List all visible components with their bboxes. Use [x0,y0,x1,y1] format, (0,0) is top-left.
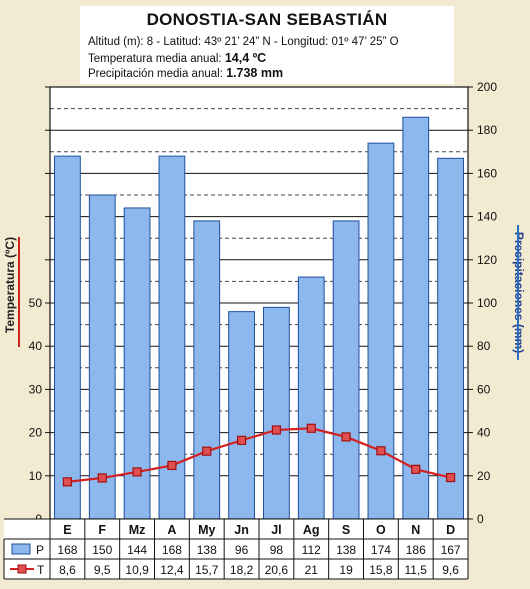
temperature-value: 15,8 [369,563,393,577]
precipitation-value: 167 [441,543,461,557]
temperature-point-Ag [306,423,316,433]
right-tick-label: 0 [477,512,484,526]
temperature-value: 19 [339,563,353,577]
data-table [4,519,468,579]
left-tick-label: 30 [29,382,43,396]
precipitation-value: 98 [270,543,284,557]
precipitation-value: 150 [92,543,112,557]
legend-marker-temperature [17,564,27,574]
bar-D [437,157,464,520]
precipitation-value: 168 [57,543,77,557]
chart-title: DONOSTIA-SAN SEBASTIÁN [146,10,388,29]
temperature-point-Jl [271,425,282,435]
bar-O [367,142,395,520]
annual-temperature: Temperatura media anual: 14,4 ºC [88,51,266,65]
temperature-point-D [445,472,456,483]
temperature-value: 9,6 [442,563,459,577]
legend-label-precipitation: P [36,543,44,557]
precipitation-value: 144 [127,543,147,557]
left-axis-label-underline [18,237,20,347]
legend-swatch-precipitation [11,543,31,555]
temperature-value: 9,5 [94,563,111,577]
month-label-S: S [342,523,350,537]
right-tick-label: 160 [477,166,497,180]
temperature-value: 15,7 [195,563,219,577]
bar-A [158,155,186,520]
right-tick-label: 60 [477,382,491,396]
bar-E [54,155,81,520]
precipitation-value: 168 [162,543,182,557]
header-box: DONOSTIA-SAN SEBASTIÁN Altitud (m): 8 - … [80,6,454,84]
temperature-point-F [97,473,107,483]
temperature-value: 10,9 [125,563,149,577]
temperature-value: 12,4 [160,563,184,577]
right-axis-label-underline [517,225,519,360]
temperature-value: 8,6 [59,563,76,577]
month-label-Jl: Jl [271,523,281,537]
temperature-value: 11,5 [405,563,428,577]
month-label-E: E [63,523,71,537]
right-tick-label: 80 [477,339,491,353]
temperature-point-O [376,446,386,456]
month-label-A: A [167,523,176,537]
temperature-point-A [167,460,177,471]
precipitation-value: 112 [302,543,321,557]
temperature-line [67,427,451,483]
annual-temperature-label: Temperatura media anual: [88,53,225,65]
bar-Jl [263,306,290,520]
right-tick-label: 140 [477,210,497,224]
month-label-Ag: Ag [303,523,320,537]
precipitation-value: 96 [235,543,249,557]
right-tick-label: 180 [477,123,497,137]
legend-label-temperature: T [37,563,45,577]
temperature-point-E [62,477,73,487]
month-label-D: D [446,523,455,537]
precipitation-value: 138 [197,543,217,557]
month-label-O: O [376,523,386,537]
location-coordinates: Altitud (m): 8 - Latitud: 43º 21’ 24” N … [88,36,399,48]
bar-S [332,220,360,520]
annual-temperature-value: 14,4 ºC [224,51,267,65]
right-tick-label: 100 [477,296,497,310]
right-tick-label: 20 [477,469,491,483]
annual-precipitation-label: Precipitación media anual: [88,68,227,80]
right-tick-label: 200 [477,80,497,94]
bar-F [88,194,116,520]
precipitation-value: 174 [371,543,391,557]
right-tick-label: 120 [477,253,497,267]
temperature-point-Mz [132,467,142,477]
temperature-value: 21 [305,563,319,577]
bar-N [402,116,430,520]
annual-precipitation-value: 1.738 mm [226,66,284,80]
temperature-value: 20,6 [265,563,289,577]
temperature-point-N [411,464,421,474]
temperature-point-My [202,446,212,456]
precipitation-value: 186 [406,543,426,557]
month-label-Jn: Jn [234,523,249,537]
bar-Ag [297,276,325,520]
bar-My [193,220,221,520]
temperature-point-Jn [236,435,247,445]
left-tick-label: 10 [29,469,43,483]
left-tick-label: 20 [29,426,43,440]
left-tick-label: 50 [29,296,43,310]
month-label-F: F [98,523,106,537]
month-label-N: N [411,523,420,537]
temperature-value: 18,2 [230,563,254,577]
annual-precipitation: Precipitación media anual: 1.738 mm [88,66,283,80]
precipitation-value: 138 [336,543,356,557]
month-label-Mz: Mz [129,523,146,537]
bar-Jn [228,311,255,520]
bar-Mz [123,207,151,520]
temperature-point-S [341,432,351,442]
right-tick-label: 40 [477,426,491,440]
month-label-My: My [198,523,215,537]
left-tick-label: 40 [29,339,43,353]
